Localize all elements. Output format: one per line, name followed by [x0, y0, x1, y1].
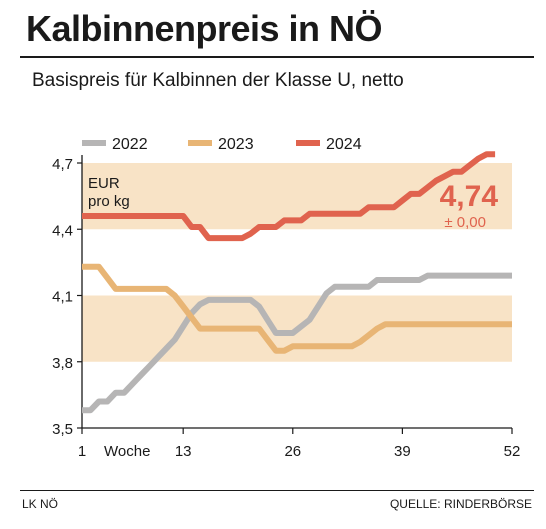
unit-label-eur: EUR [88, 175, 120, 192]
unit-label-per-kg: pro kg [88, 193, 130, 210]
x-axis-label: Woche [104, 443, 150, 460]
chart-legend: 2022 2023 2024 [82, 136, 362, 153]
footer-rule [20, 490, 534, 491]
page-subtitle: Basispreis für Kalbinnen der Klasse U, n… [32, 70, 404, 91]
y-tick-label-3: 4,4 [52, 222, 73, 239]
title-rule [20, 56, 534, 58]
page-title: Kalbinnenpreis in NÖ [26, 8, 383, 49]
legend-label-2024: 2024 [326, 136, 362, 153]
series-line-2022 [82, 272, 512, 414]
current-change-label: ± 0,00 [444, 214, 486, 231]
y-tick-label-4: 4,7 [52, 156, 73, 173]
footer-source-right: QUELLE: RINDERBÖRSE [389, 497, 532, 511]
legend-label-2023: 2023 [218, 136, 254, 153]
legend-label-2022: 2022 [112, 136, 148, 153]
y-tick-label-2: 4,1 [52, 289, 73, 306]
series-line-2024 [82, 151, 496, 242]
x-tick-label-3: 39 [394, 443, 411, 460]
series-line-2023 [82, 263, 512, 354]
current-value-label: 4,74 [440, 180, 499, 213]
x-tick-label-2: 26 [284, 443, 301, 460]
y-tick-label-1: 3,8 [52, 355, 73, 372]
x-tick-label-1: 13 [175, 443, 192, 460]
chart-axes: 3,5 3,8 4,1 4,4 4,7 1 13 26 39 52 [52, 155, 520, 460]
y-tick-label-0: 3,5 [52, 421, 73, 438]
footer-source-left: LK NÖ [22, 497, 59, 511]
x-tick-label-4: 52 [504, 443, 521, 460]
x-tick-label-0: 1 [78, 443, 86, 460]
series-lines [82, 151, 512, 414]
